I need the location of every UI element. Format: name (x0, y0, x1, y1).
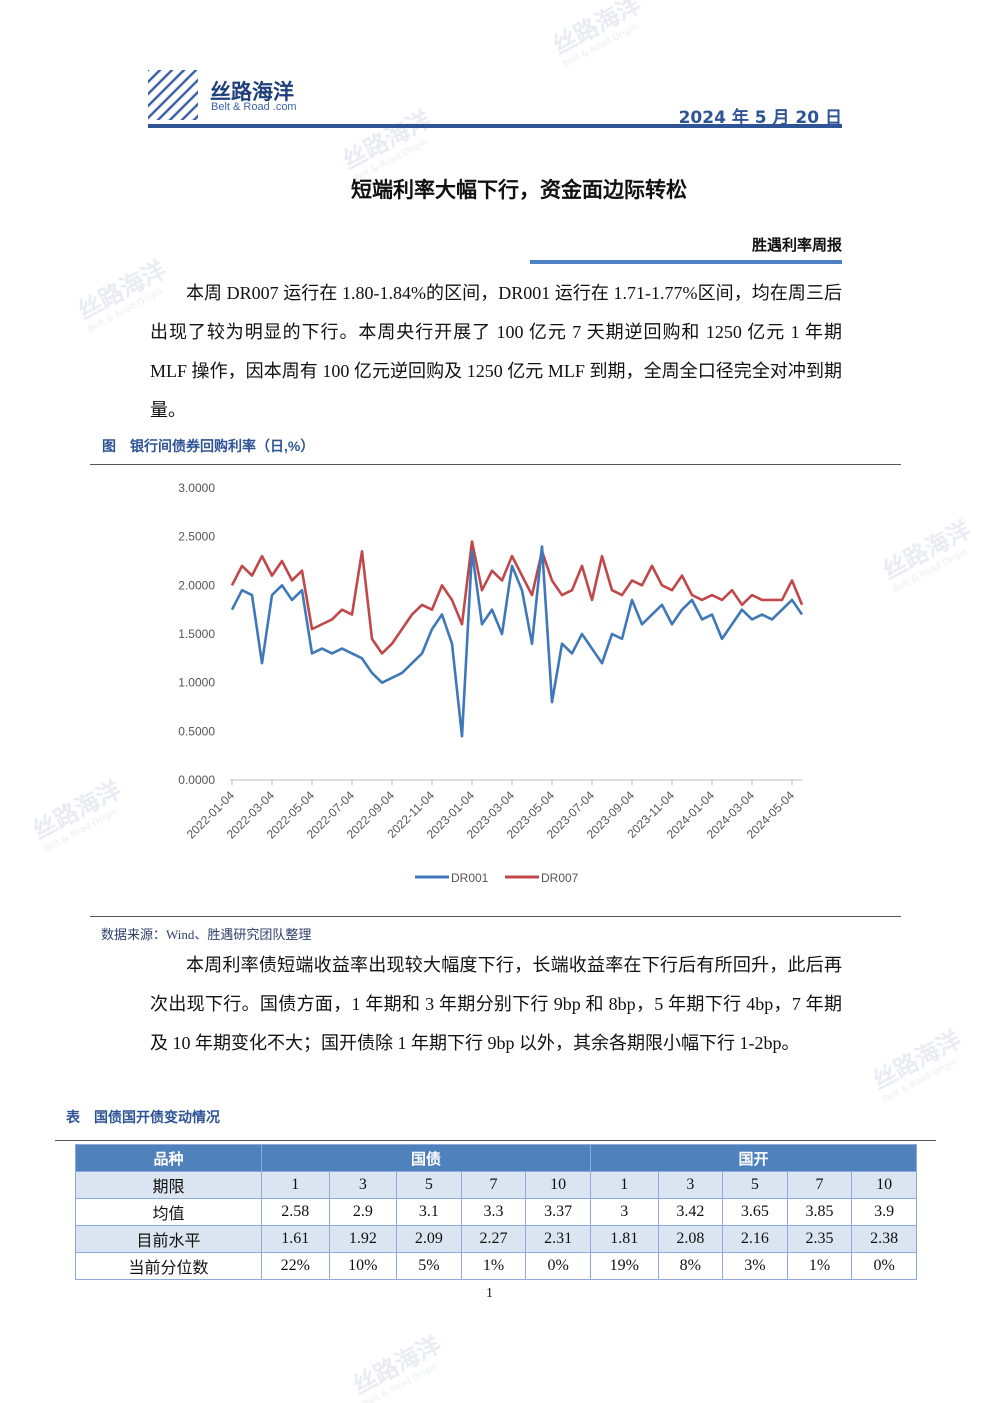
paragraph: 本周利率债短端收益率出现较大幅度下行，长端收益率在下行后有所回升，此后再次出现下… (150, 955, 842, 1053)
table-cell: 22% (261, 1252, 330, 1280)
table-cell: 1% (460, 1252, 527, 1280)
table-cell: 10% (328, 1252, 398, 1280)
table-cell: 10 (525, 1171, 591, 1199)
table-cell: 7 (460, 1171, 527, 1199)
y-tick-label: 3.0000 (178, 481, 215, 495)
table-cell: 2.16 (722, 1225, 788, 1253)
table-cell: 8% (657, 1252, 724, 1280)
table-cell: 2.09 (396, 1225, 462, 1253)
legend-label: DR001 (451, 871, 489, 885)
table-cell: 目前水平 (75, 1225, 262, 1253)
table-cell: 1.92 (328, 1225, 398, 1253)
table-cell: 3% (722, 1252, 788, 1280)
table-cell: 2.38 (851, 1225, 917, 1253)
table-cell: 2.9 (328, 1198, 398, 1226)
table-row: 期限 1 3 5 7 10 1 3 5 7 10 (75, 1171, 917, 1199)
logo-sub: Belt & Road .com (211, 101, 297, 113)
table-cell: 1 (261, 1171, 330, 1199)
table-cell: 2.35 (786, 1225, 853, 1253)
y-tick-label: 0.0000 (178, 773, 215, 787)
table-cell: 1.81 (589, 1225, 659, 1253)
logo-text: 丝路海洋 (210, 80, 294, 104)
table-cell: 3 (328, 1171, 398, 1199)
chart: 0.0000 0.5000 1.0000 1.5000 2.0000 2.5000 3.00… (178, 481, 804, 885)
table-cell: 3.37 (525, 1198, 591, 1226)
table-rule (55, 1140, 936, 1141)
figure-rule (90, 464, 901, 465)
watermark: 丝路海洋 Belt & Road Origin (865, 1020, 971, 1105)
table-row: 目前水平 1.61 1.92 2.09 2.27 2.31 1.81 2.08 2.16 2.35… (75, 1225, 917, 1253)
header-row: 品种 国债 国开 (75, 1144, 918, 1172)
table-cell: 3 (657, 1171, 724, 1199)
table-cell: 0% (851, 1252, 917, 1280)
table-cell: 2.08 (657, 1225, 724, 1253)
page-number: 1 (486, 1286, 493, 1301)
table-cell: 均值 (75, 1198, 262, 1226)
table-cell: 2.31 (525, 1225, 591, 1253)
table-cell: 期限 (75, 1171, 262, 1199)
y-tick-label: 2.0000 (178, 578, 215, 592)
table-row: 均值 2.58 2.9 3.1 3.3 3.37 3 3.42 3.65 3.85 3.9 (75, 1198, 917, 1226)
series-line (230, 545, 804, 738)
y-tick-label: 1.5000 (178, 627, 215, 641)
table-cell: 3.1 (396, 1198, 462, 1226)
table-cell: 1 (589, 1171, 659, 1199)
figure-rule (90, 916, 901, 917)
table-cell: 5 (722, 1171, 788, 1199)
figure-caption: 图 银行间债券回购利率（日,%） (102, 438, 315, 454)
table-cell: 1.61 (261, 1225, 330, 1253)
table-cell: 3.42 (657, 1198, 724, 1226)
header-cell: 国债 (261, 1144, 591, 1172)
report-rule (530, 260, 842, 264)
header-rule (148, 124, 842, 128)
table-cell: 当前分位数 (75, 1252, 262, 1280)
table-cell: 3.85 (786, 1198, 853, 1226)
table-cell: 2.58 (261, 1198, 330, 1226)
table-cell: 3 (589, 1198, 659, 1226)
report-name: 胜遇利率周报 (751, 236, 842, 254)
paragraph: 本周 DR007 运行在 1.80-1.84%的区间，DR001 运行在 1.7… (150, 283, 842, 420)
table-cell: 10 (851, 1171, 917, 1199)
date: 2024 年 5 月 20 日 (678, 108, 842, 128)
table-cell: 5% (396, 1252, 462, 1280)
doc-title: 短端利率大幅下行，资金面边际转松 (351, 178, 687, 202)
y-tick-label: 2.5000 (178, 530, 215, 544)
source: 数据来源：Wind、胜遇研究团队整理 (101, 927, 312, 942)
y-tick-label: 0.5000 (178, 724, 215, 738)
table-cell: 7 (786, 1171, 853, 1199)
table-cell: 3.9 (851, 1198, 917, 1226)
data-table: 品种 国债 国开 期限 1 3 5 7 10 1 3 5 7 10 均值 2.58 2.9 3.1 3.3 3.37 3… (75, 1144, 918, 1280)
table-caption: 表 国债国开债变动情况 (66, 1109, 220, 1125)
table-cell: 3.3 (460, 1198, 527, 1226)
table-cell: 2.27 (460, 1225, 527, 1253)
header-cell: 品种 (75, 1144, 262, 1172)
table-cell: 1% (786, 1252, 853, 1280)
table-cell: 5 (396, 1171, 462, 1199)
table-row: 当前分位数 22% 10% 5% 1% 0% 19% 8% 3% 1% 0% (75, 1252, 917, 1280)
table-cell: 0% (525, 1252, 591, 1280)
table-cell: 19% (589, 1252, 659, 1280)
legend-label: DR007 (541, 871, 579, 885)
table-cell: 3.65 (722, 1198, 788, 1226)
header-cell: 国开 (589, 1144, 918, 1172)
watermark: 丝路海洋 Belt & Road Origin (345, 1325, 451, 1403)
logo-icon (148, 70, 198, 120)
series-line (230, 540, 804, 655)
y-tick-label: 1.0000 (178, 676, 215, 690)
